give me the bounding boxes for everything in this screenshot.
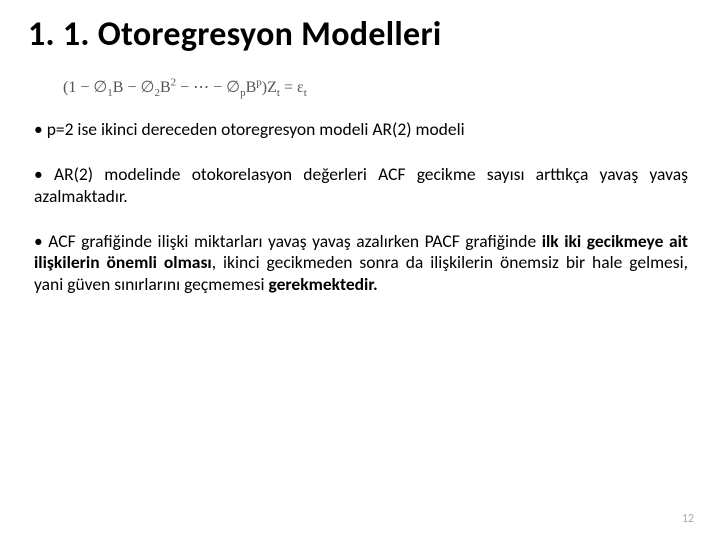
slide-title: 1. 1. Otoregresyon Modelleri (28, 14, 692, 55)
bullet-3: ACF grafiğinde ilişki miktarları yavaş y… (34, 231, 692, 295)
page-number: 12 (682, 512, 694, 526)
b3-bold-d: gerekmektedir. (268, 273, 377, 295)
eq-part: B − ∅ (113, 79, 155, 96)
bullet-1: p=2 ise ikinci dereceden otoregresyon mo… (34, 119, 692, 140)
eq-part: (1 − ∅ (63, 79, 107, 96)
eq-part: = ε (280, 79, 304, 96)
eq-part: − ⋯ − ∅ (176, 79, 240, 96)
ar-equation: (1 − ∅1B − ∅2B2 − ⋯ − ∅pBp)Zt = εt (63, 77, 692, 97)
b3-text-a: ACF grafiğinde ilişki miktarları yavaş y… (48, 230, 541, 252)
eq-sub: t (304, 87, 307, 99)
eq-part: )Z (262, 79, 277, 96)
eq-part: B (246, 79, 257, 96)
slide-container: 1. 1. Otoregresyon Modelleri (1 − ∅1B − … (0, 0, 720, 540)
bullet-list: p=2 ise ikinci dereceden otoregresyon mo… (28, 119, 692, 295)
bullet-2: AR(2) modelinde otokorelasyon değerleri … (34, 164, 692, 207)
eq-part: B (160, 79, 171, 96)
